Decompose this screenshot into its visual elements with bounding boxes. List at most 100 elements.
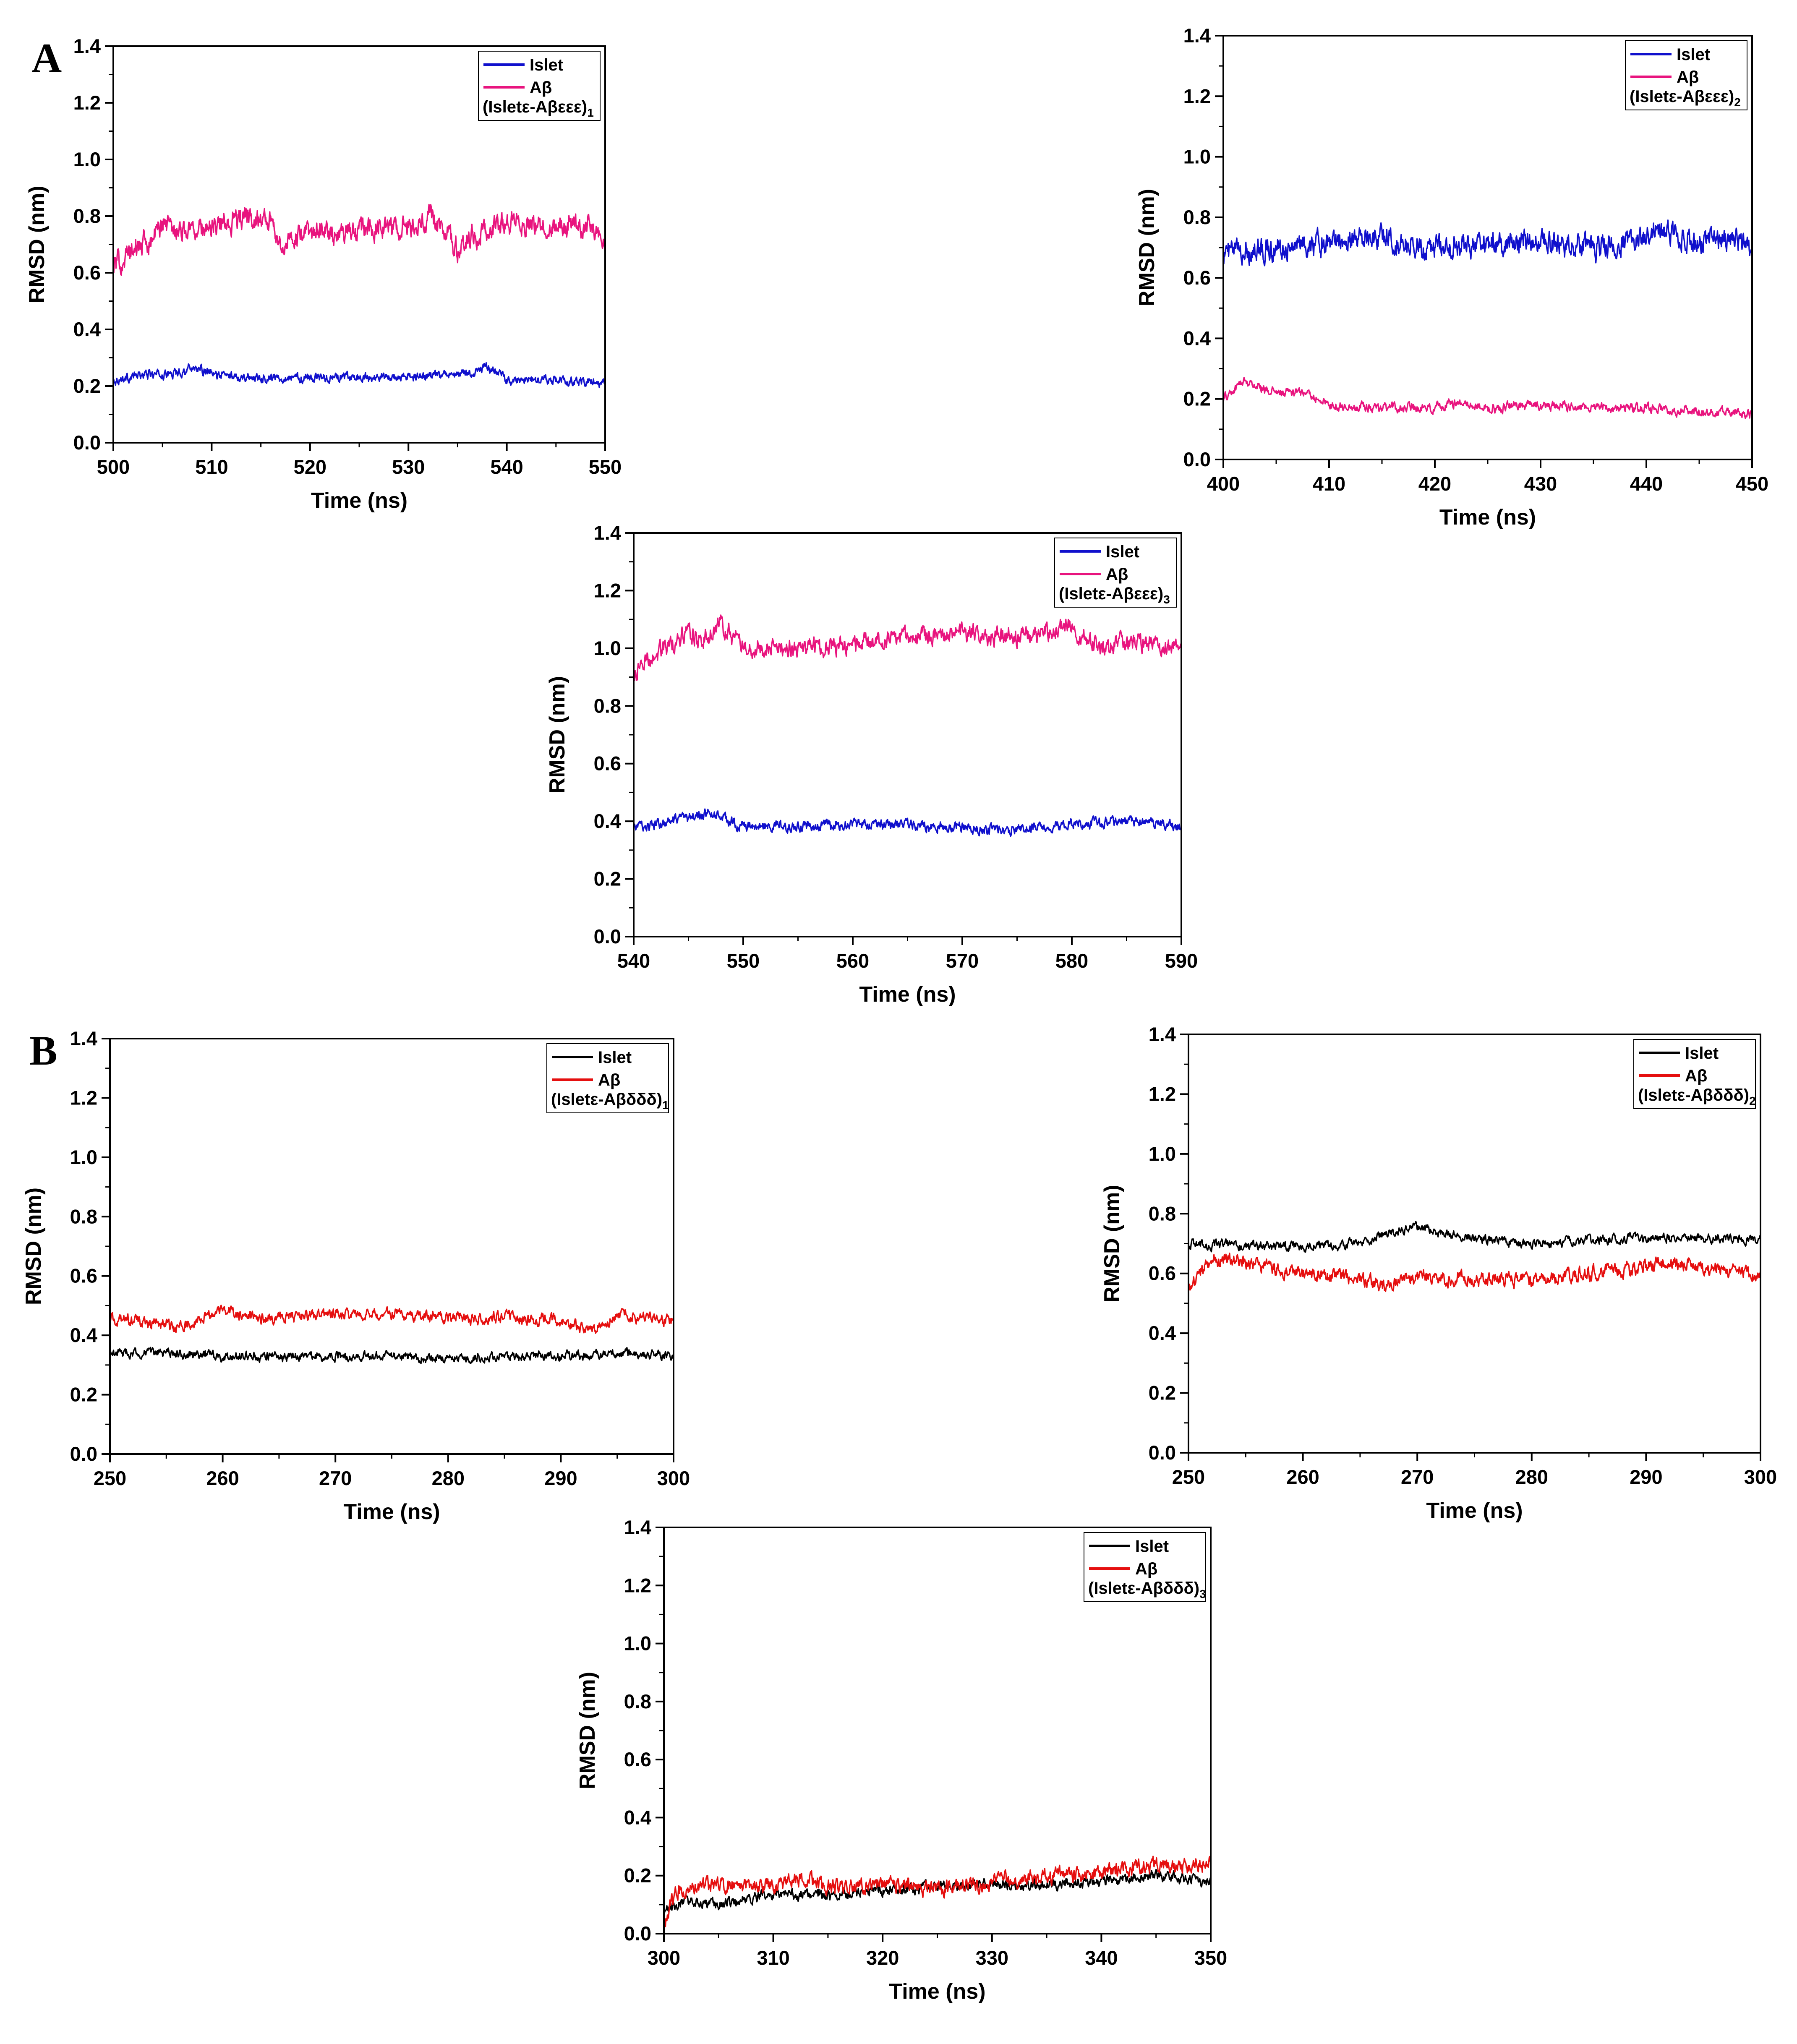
- series-line-abeta: [663, 1856, 1212, 1927]
- legend-caption-text: (Isletε-Aβεεε): [1630, 87, 1734, 106]
- x-tick-label: 420: [1418, 472, 1451, 495]
- x-tick-label: 400: [1207, 472, 1240, 495]
- x-tick-label: 580: [1055, 950, 1088, 972]
- y-axis-label: RMSD (nm): [545, 676, 569, 794]
- y-tick-label: 0.4: [70, 1324, 97, 1346]
- legend-caption-subscript: 1: [662, 1099, 669, 1112]
- series-line-abeta: [633, 614, 1182, 681]
- legend-box: [546, 1043, 669, 1113]
- legend-box: [1084, 1532, 1206, 1602]
- series-line-islet: [113, 362, 606, 389]
- y-tick-label: 0.0: [624, 1922, 651, 1945]
- legend-caption: (Isletε-Aβεεε)1: [483, 98, 594, 119]
- series-line-islet: [663, 1869, 1211, 1914]
- y-tick-label: 0.0: [594, 925, 621, 948]
- y-axis-label: RMSD (nm): [21, 1188, 46, 1305]
- y-tick-label: 0.2: [1149, 1382, 1176, 1404]
- y-tick-label: 1.4: [594, 522, 621, 544]
- y-tick-label: 0.4: [1149, 1322, 1176, 1344]
- y-tick-label: 0.0: [1149, 1441, 1176, 1464]
- y-tick-label: 0.2: [624, 1864, 651, 1887]
- y-tick-label: 0.6: [624, 1748, 651, 1770]
- x-tick-label: 310: [757, 1947, 789, 1969]
- series-line-abeta: [1222, 377, 1753, 419]
- x-tick-label: 540: [490, 456, 523, 478]
- x-tick-label: 320: [866, 1947, 899, 1969]
- y-tick-label: 0.0: [73, 431, 101, 454]
- legend: Islet Aβ(Isletε-Aβεεε)1: [478, 51, 601, 121]
- x-tick-label: 290: [1630, 1466, 1662, 1488]
- x-tick-label: 510: [195, 456, 228, 478]
- x-tick-label: 250: [1172, 1466, 1205, 1488]
- legend-label-islet: Islet: [1677, 45, 1710, 64]
- legend-caption: (Isletε-Aβεεε)2: [1630, 87, 1741, 109]
- x-tick-label: 570: [946, 950, 979, 972]
- y-tick-label: 0.6: [594, 752, 621, 775]
- plot-4: 250 260 270 280 290 300 0.0 0.2 0.4 0.6 0.8 1.0 1.2 1…: [21, 1027, 690, 1524]
- y-tick-label: 1.2: [1149, 1083, 1176, 1105]
- x-axis-label: Time (ns): [343, 1500, 440, 1524]
- legend: Islet Aβ(Isletε-Aβδδδ)2: [1633, 1039, 1756, 1109]
- x-tick-label: 520: [294, 456, 326, 478]
- series-line-islet: [1188, 1221, 1761, 1253]
- x-tick-label: 530: [392, 456, 425, 478]
- legend-caption-subscript: 2: [1734, 96, 1741, 109]
- y-tick-label: 0.2: [73, 375, 101, 397]
- x-tick-label: 340: [1085, 1947, 1118, 1969]
- legend: Islet Aβ(Isletε-Aβδδδ)3: [1084, 1532, 1206, 1602]
- x-tick-label: 540: [617, 950, 650, 972]
- series-line-abeta: [1188, 1253, 1761, 1292]
- x-tick-label: 260: [206, 1467, 239, 1489]
- x-tick-label: 260: [1286, 1466, 1319, 1488]
- series-line-islet: [633, 808, 1182, 837]
- x-tick-label: 300: [1744, 1466, 1777, 1488]
- y-tick-label: 0.8: [73, 205, 101, 227]
- y-tick-label: 1.4: [70, 1027, 97, 1049]
- legend-label-islet: Islet: [1135, 1537, 1169, 1556]
- y-tick-label: 1.0: [70, 1146, 97, 1168]
- x-tick-label: 350: [1194, 1947, 1227, 1969]
- x-tick-label: 450: [1736, 472, 1768, 495]
- legend-box: [1625, 40, 1747, 110]
- y-tick-label: 1.0: [73, 148, 101, 170]
- y-tick-label: 0.8: [594, 694, 621, 717]
- legend-box: [478, 51, 601, 121]
- x-axis-label: Time (ns): [889, 1979, 985, 2004]
- legend-label-abeta: Aβ: [1677, 68, 1699, 86]
- legend-label-islet: Islet: [1106, 543, 1139, 561]
- legend-label-abeta: Aβ: [1106, 565, 1128, 584]
- plot-3: 540 550 560 570 580 590 0.0 0.2 0.4 0.6 0.8 1.0 1.2 1…: [545, 522, 1198, 1007]
- legend-label-islet: Islet: [530, 56, 563, 74]
- x-tick-label: 560: [836, 950, 869, 972]
- y-tick-label: 0.8: [624, 1690, 651, 1712]
- legend-label-abeta: Aβ: [530, 78, 552, 97]
- plot-5: 250 260 270 280 290 300 0.0 0.2 0.4 0.6 0.8 1.0 1.2 1…: [1100, 1023, 1777, 1523]
- y-tick-label: 1.2: [594, 579, 621, 601]
- legend-label-islet: Islet: [1685, 1044, 1719, 1062]
- y-axis-label: RMSD (nm): [1135, 189, 1159, 306]
- y-tick-label: 1.2: [73, 91, 101, 114]
- legend-caption-subscript: 3: [1163, 593, 1170, 606]
- plot-6: 300 310 320 330 340 350 0.0 0.2 0.4 0.6 0.8 1.0 1.2 1…: [575, 1516, 1227, 2004]
- x-axis-label: Time (ns): [1439, 505, 1536, 530]
- y-tick-label: 1.2: [1183, 85, 1211, 107]
- x-tick-label: 250: [94, 1467, 126, 1489]
- y-tick-label: 0.6: [73, 261, 101, 284]
- legend-box: [1054, 538, 1177, 608]
- y-tick-label: 0.4: [1183, 327, 1211, 349]
- y-tick-label: 1.2: [624, 1574, 651, 1596]
- legend-caption-subscript: 1: [587, 106, 594, 119]
- legend-label-abeta: Aβ: [1135, 1560, 1157, 1578]
- x-tick-label: 280: [1515, 1466, 1548, 1488]
- x-tick-label: 290: [544, 1467, 577, 1489]
- x-axis-label: Time (ns): [859, 982, 956, 1007]
- y-tick-label: 0.8: [1183, 206, 1211, 228]
- y-axis-label: RMSD (nm): [575, 1672, 600, 1789]
- x-tick-label: 550: [589, 456, 622, 478]
- y-tick-label: 1.4: [1183, 24, 1211, 47]
- series-line-abeta: [109, 1305, 674, 1334]
- y-tick-label: 1.0: [624, 1632, 651, 1655]
- x-tick-label: 300: [657, 1467, 690, 1489]
- y-tick-label: 1.0: [1149, 1143, 1176, 1165]
